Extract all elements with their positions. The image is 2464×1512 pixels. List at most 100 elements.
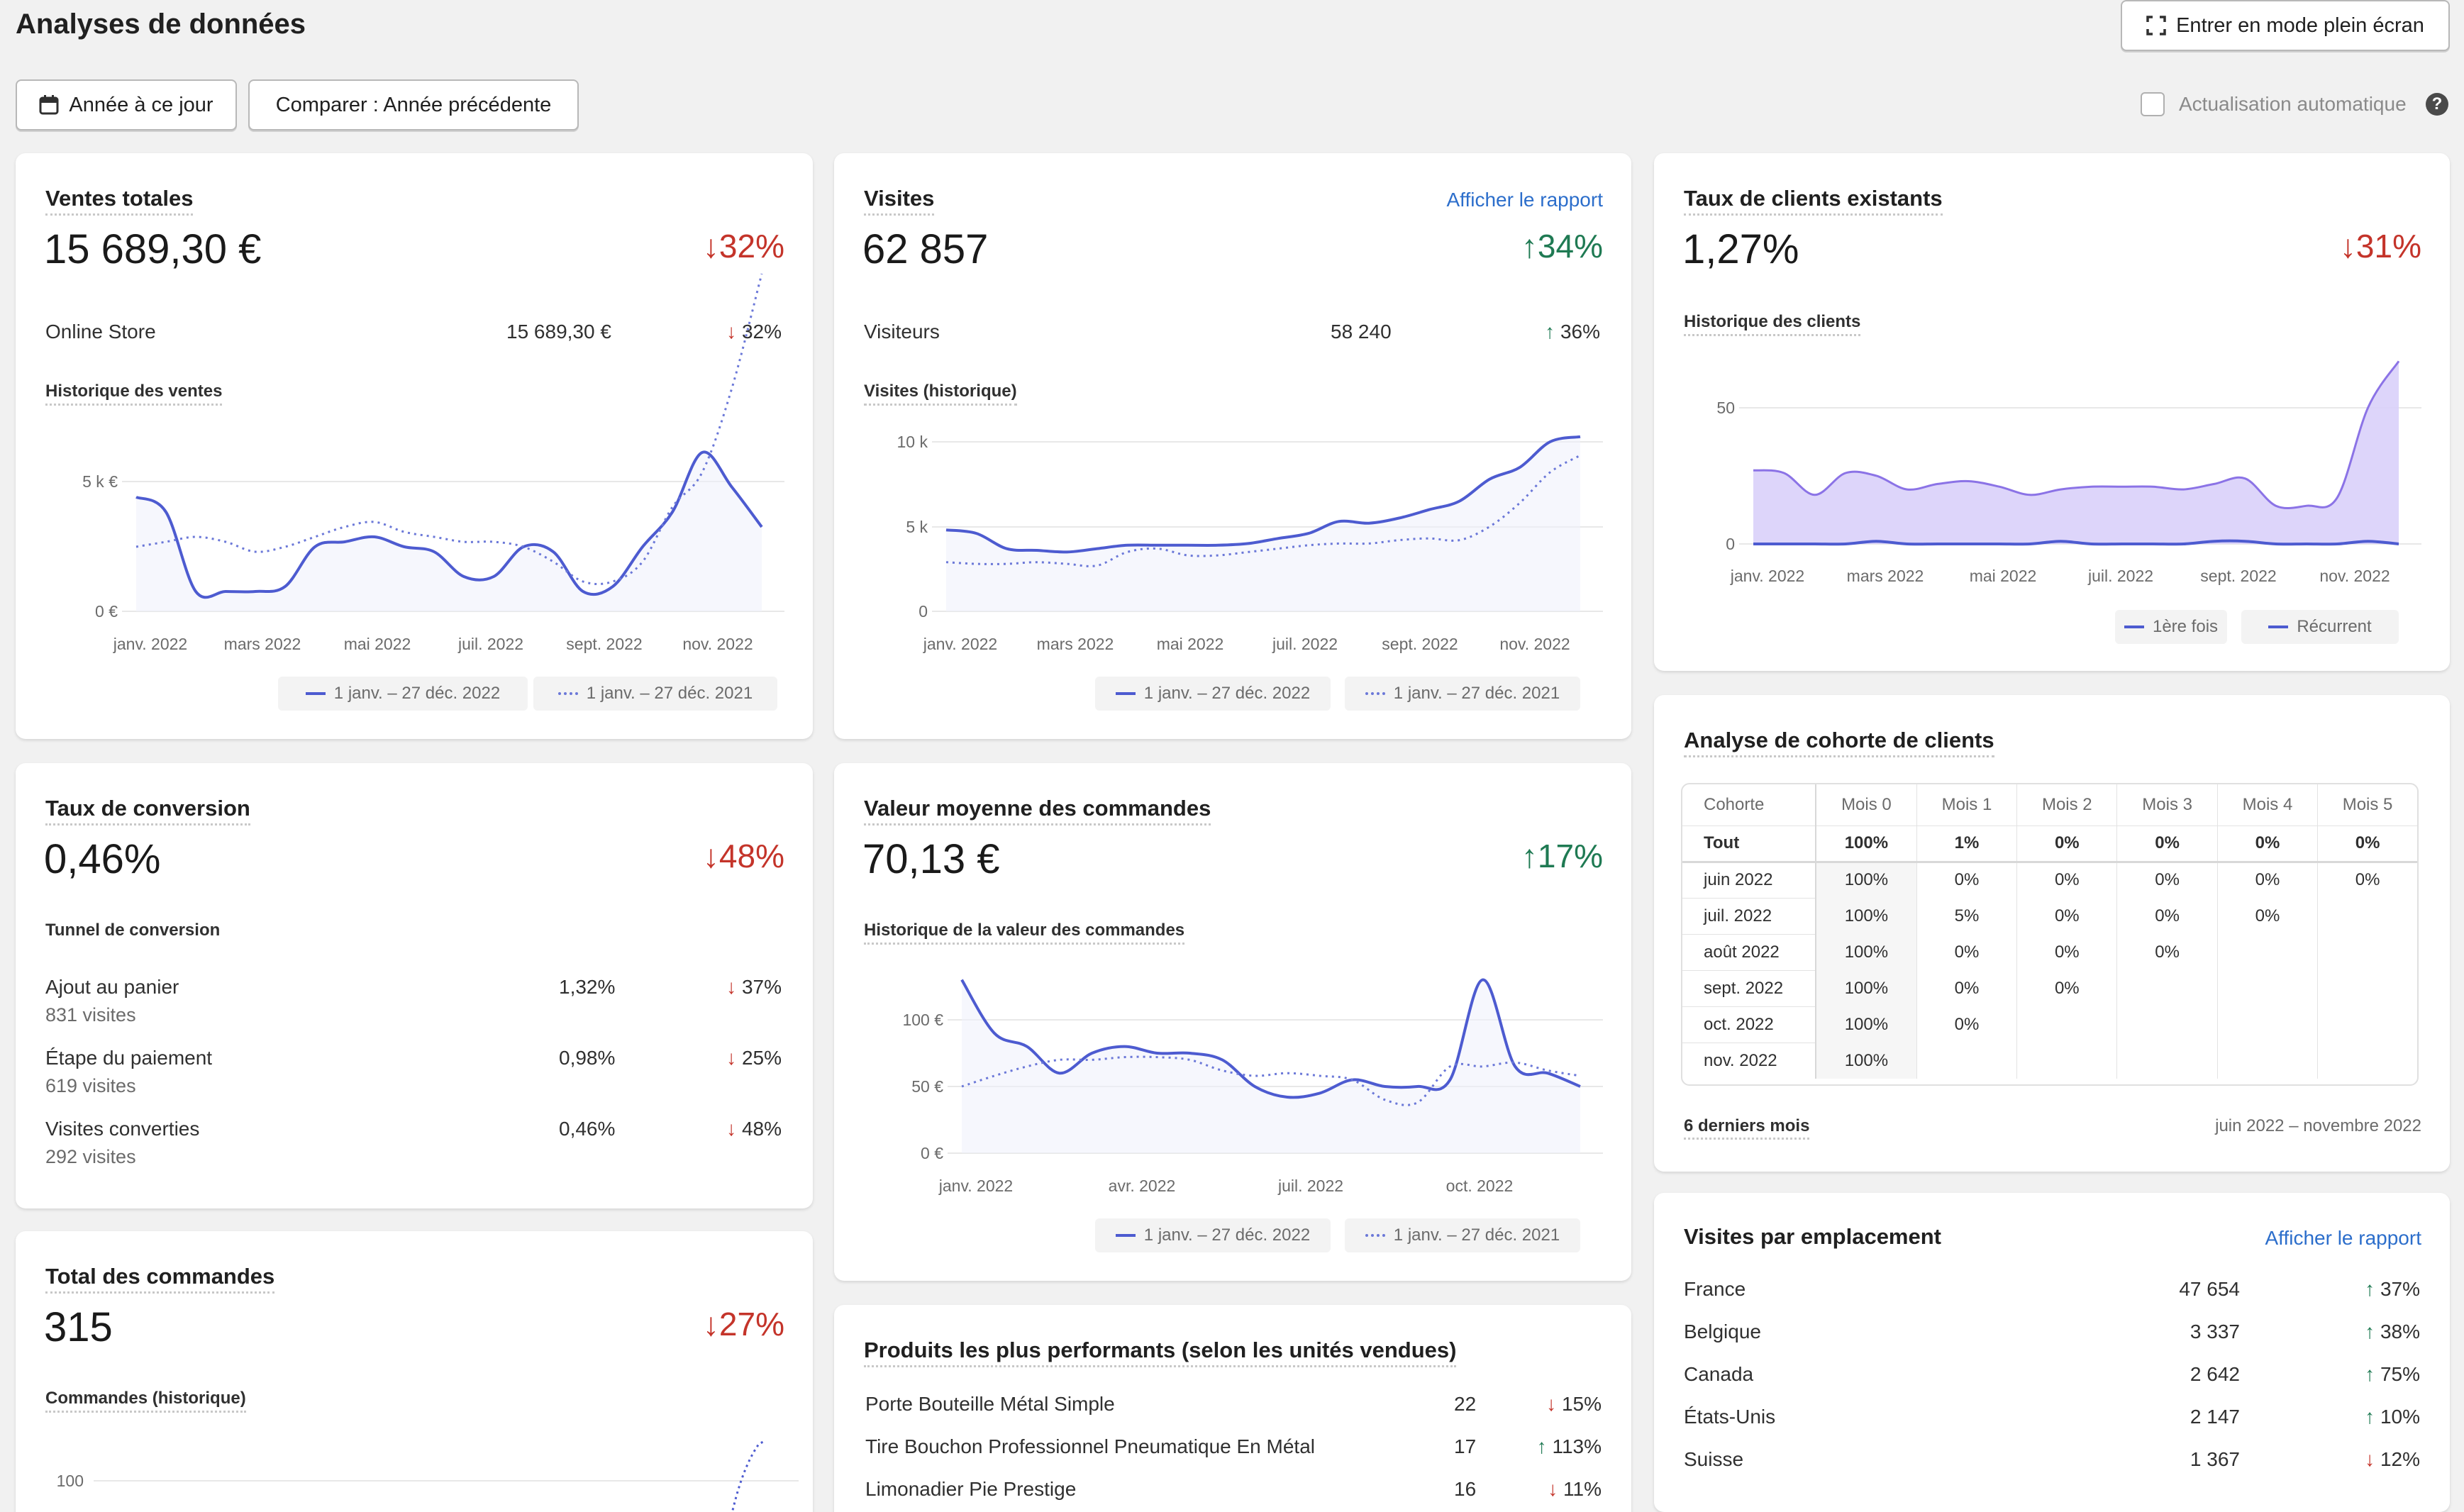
x-tick-label: mai 2022 xyxy=(344,635,411,653)
location-name: Belgique xyxy=(1684,1321,1761,1343)
returning-chart-title[interactable]: Historique des clients xyxy=(1684,312,1861,336)
visits-chart-title[interactable]: Visites (historique) xyxy=(864,382,1017,406)
aov-chart-title[interactable]: Historique de la valeur des commandes xyxy=(864,921,1185,945)
auto-refresh-checkbox[interactable] xyxy=(2141,92,2165,116)
location-value: 2 147 xyxy=(2190,1406,2240,1428)
help-icon[interactable]: ? xyxy=(2426,93,2448,116)
orders-chart-title[interactable]: Commandes (historique) xyxy=(45,1389,246,1413)
y-tick-label: 0 xyxy=(1726,535,1735,553)
visits-legend-current[interactable]: 1 janv. – 27 déc. 2022 xyxy=(1095,677,1331,711)
sales-legend-current[interactable]: 1 janv. – 27 déc. 2022 xyxy=(278,677,528,711)
cohort-cell: 100% xyxy=(1816,970,1917,1006)
arrow-up-icon: ↑ xyxy=(1521,838,1538,874)
location-value: 1 367 xyxy=(2190,1448,2240,1470)
location-name: Canada xyxy=(1684,1363,1754,1385)
cohort-cell: 0% xyxy=(2116,898,2218,934)
sales-channel-label: Online Store xyxy=(45,321,156,343)
cohort-table: Cohorte Mois 0 Mois 1 Mois 2 Mois 3 Mois… xyxy=(1681,783,2419,1086)
returning-legend-returning[interactable]: Récurrent xyxy=(2241,610,2399,644)
product-delta: ↓ 15% xyxy=(1546,1393,1602,1415)
x-tick-label: oct. 2022 xyxy=(1446,1177,1514,1195)
cohort-cell: 0% xyxy=(2116,862,2218,898)
returning-delta: ↓31% xyxy=(2339,228,2421,265)
visits-card: Visites Afficher le rapport 62 857 ↑34% … xyxy=(834,153,1631,739)
returning-legend-first[interactable]: 1ère fois xyxy=(2115,610,2227,644)
orders-delta: ↓27% xyxy=(702,1306,784,1343)
aov-legend-current[interactable]: 1 janv. – 27 déc. 2022 xyxy=(1095,1218,1331,1252)
x-tick-label: juil. 2022 xyxy=(457,635,523,653)
sales-title[interactable]: Ventes totales xyxy=(45,186,194,216)
cohort-row: juin 2022 100% 0% 0% 0% 0% 0% xyxy=(1682,862,2417,899)
product-delta: ↓ 11% xyxy=(1548,1478,1602,1500)
visits-legend-previous[interactable]: 1 janv. – 27 déc. 2021 xyxy=(1345,677,1580,711)
products-title[interactable]: Produits les plus performants (selon les… xyxy=(864,1338,1457,1367)
cohort-header: Mois 4 xyxy=(2217,784,2319,826)
arrow-down-icon: ↓ xyxy=(702,1306,719,1343)
product-name: Limonadier Pie Prestige xyxy=(865,1478,1077,1500)
conversion-title[interactable]: Taux de conversion xyxy=(45,796,250,826)
visits-delta: ↑34% xyxy=(1521,228,1603,265)
location-name: États-Unis xyxy=(1684,1406,1776,1428)
visits-report-link[interactable]: Afficher le rapport xyxy=(1446,189,1604,211)
x-tick-label: mai 2022 xyxy=(1157,635,1224,653)
arrow-up-icon: ↑ xyxy=(2365,1363,2375,1385)
compare-button[interactable]: Comparer : Année précédente xyxy=(248,79,579,130)
funnel-step-label: Ajout au panier xyxy=(45,976,179,998)
y-tick-label: 50 xyxy=(1716,399,1735,417)
funnel-step-label: Visites converties xyxy=(45,1118,200,1140)
conversion-value: 0,46% xyxy=(44,836,161,882)
cohort-header: Mois 2 xyxy=(2016,784,2118,826)
x-tick-label: janv. 2022 xyxy=(923,635,997,653)
cohort-header: Mois 1 xyxy=(1916,784,2018,826)
cohort-cell: 100% xyxy=(1816,826,1917,863)
cohort-cell xyxy=(2217,934,2319,970)
cohort-cell: 0% xyxy=(2116,826,2218,863)
fullscreen-button[interactable]: Entrer en mode plein écran xyxy=(2121,0,2450,51)
aov-chart: 0 € 50 € 100 € janv. 2022 avr. 2022 juil. 202… xyxy=(902,978,1603,1195)
cohort-cell: 0% xyxy=(2016,934,2118,970)
y-tick-label: 10 k xyxy=(897,433,928,451)
series-fill xyxy=(136,452,762,611)
cohort-cell xyxy=(2016,1043,2118,1079)
cohort-cell: 0% xyxy=(2217,826,2319,863)
x-tick-label: nov. 2022 xyxy=(1499,635,1570,653)
sales-legend-previous[interactable]: 1 janv. – 27 déc. 2021 xyxy=(533,677,777,711)
orders-chart: 100 xyxy=(57,1440,799,1512)
arrow-down-icon: ↓ xyxy=(2339,228,2356,265)
date-range-label: Année à ce jour xyxy=(69,93,213,116)
fullscreen-label: Entrer en mode plein écran xyxy=(2176,13,2424,37)
cohort-row: oct. 2022 100% 0% xyxy=(1682,1006,2417,1043)
series-area xyxy=(1753,361,2399,544)
cohort-title[interactable]: Analyse de cohorte de clients xyxy=(1684,728,1994,757)
visitors-value: 58 240 xyxy=(1331,321,1392,343)
date-range-button[interactable]: Année à ce jour xyxy=(16,79,237,130)
x-tick-label: juil. 2022 xyxy=(2087,567,2153,585)
cohort-row: nov. 2022 100% xyxy=(1682,1043,2417,1079)
locations-report-link[interactable]: Afficher le rapport xyxy=(2265,1227,2422,1249)
x-tick-label: janv. 2022 xyxy=(1730,567,1804,585)
cohort-footer-left[interactable]: 6 derniers mois xyxy=(1684,1116,1810,1140)
y-tick-label: 5 k € xyxy=(82,472,118,491)
aov-title[interactable]: Valeur moyenne des commandes xyxy=(864,796,1211,826)
arrow-down-icon: ↓ xyxy=(1546,1393,1557,1415)
sales-value: 15 689,30 € xyxy=(44,226,262,272)
orders-title[interactable]: Total des commandes xyxy=(45,1264,275,1294)
cohort-header: Mois 0 xyxy=(1816,784,1917,826)
calendar-icon xyxy=(39,95,59,115)
visits-value: 62 857 xyxy=(862,226,989,272)
aov-delta: ↑17% xyxy=(1521,838,1603,874)
x-tick-label: sept. 2022 xyxy=(566,635,642,653)
products-card: Produits les plus performants (selon les… xyxy=(834,1305,1631,1512)
conversion-delta: ↓48% xyxy=(702,838,784,874)
returning-title[interactable]: Taux de clients existants xyxy=(1684,186,1943,216)
sales-card: Ventes totales 15 689,30 € ↓32% Online S… xyxy=(16,153,813,739)
aov-legend-previous[interactable]: 1 janv. – 27 déc. 2021 xyxy=(1345,1218,1580,1252)
orders-value: 315 xyxy=(44,1304,113,1350)
cohort-cell: juil. 2022 xyxy=(1682,898,1816,935)
cohort-cell: 0% xyxy=(2016,898,2118,934)
visits-title[interactable]: Visites xyxy=(864,186,935,216)
sales-chart-title[interactable]: Historique des ventes xyxy=(45,382,223,406)
locations-title[interactable]: Visites par emplacement xyxy=(1684,1224,1941,1249)
y-tick-label: 100 € xyxy=(902,1011,943,1029)
product-units: 22 xyxy=(1454,1393,1477,1415)
